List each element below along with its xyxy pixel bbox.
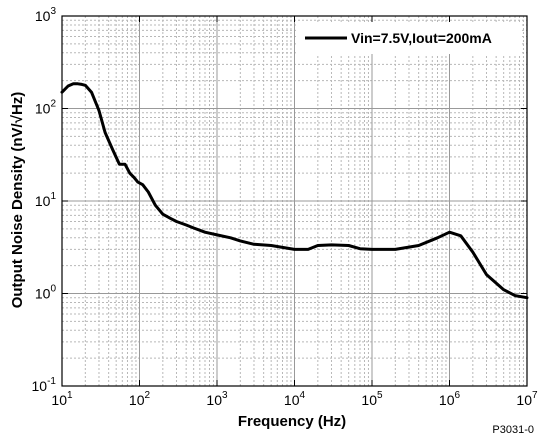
y-tick-label: 10-1 [32, 376, 57, 394]
series-layer [60, 82, 529, 300]
y-tick-label: 102 [35, 99, 57, 117]
y-axis-title: Output Noise Density (nV/√Hz) [9, 92, 26, 309]
x-tick-labels: 101 102 103 104 105 106 107 [51, 390, 538, 408]
x-tick-label: 103 [206, 390, 228, 408]
x-tick-label: 107 [516, 390, 538, 408]
x-tick-label: 106 [439, 390, 461, 408]
y-tick-labels: 10-1 100 101 102 103 [32, 6, 57, 394]
legend: Vin=7.5V,Iout=200mA [296, 22, 522, 54]
x-tick-label: 104 [284, 390, 306, 408]
x-axis-title: Frequency (Hz) [238, 413, 346, 430]
grid [61, 15, 528, 387]
x-tick-label: 102 [129, 390, 151, 408]
series-line-0 [60, 82, 529, 300]
figure-code: P3031-0 [492, 424, 534, 436]
plot-frame [61, 15, 528, 387]
y-tick-label: 103 [35, 6, 57, 24]
legend-label: Vin=7.5V,Iout=200mA [351, 30, 492, 46]
y-tick-label: 101 [35, 191, 57, 209]
y-tick-label: 100 [35, 284, 57, 302]
x-tick-label: 101 [51, 390, 73, 408]
x-tick-label: 105 [361, 390, 383, 408]
